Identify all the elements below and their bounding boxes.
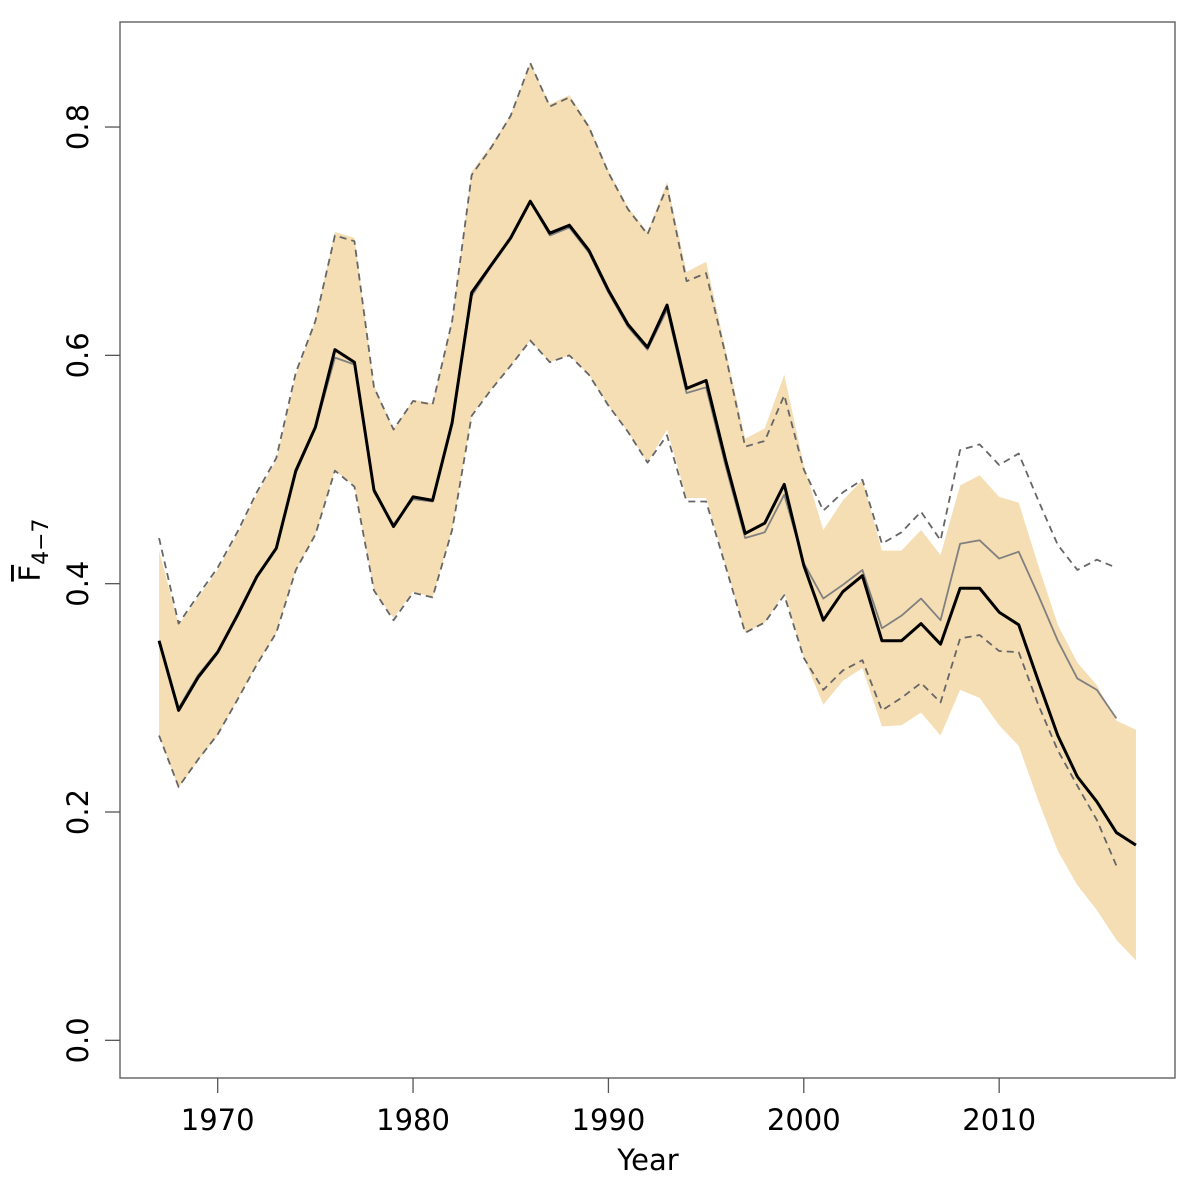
y-tick-label: 0.6 — [61, 332, 95, 378]
y-axis-label: F4−7 — [13, 518, 54, 581]
x-tick-label: 1990 — [572, 1103, 646, 1137]
y-tick-label: 0.8 — [61, 104, 95, 150]
x-axis-label: Year — [616, 1143, 678, 1177]
plot-frame — [119, 21, 1176, 1079]
x-tick-label: 1970 — [181, 1103, 255, 1137]
x-tick-label: 2010 — [962, 1103, 1036, 1137]
bound-line — [158, 62, 1117, 625]
y-tick-label: 0.2 — [61, 789, 95, 835]
x-tick-label: 1980 — [376, 1103, 450, 1137]
y-tick-label: 0.0 — [61, 1017, 95, 1063]
plot-area — [157, 62, 1137, 961]
confidence-band — [159, 63, 1136, 961]
y-axis-label-sub: 4−7 — [29, 518, 54, 564]
series-line — [157, 199, 1137, 847]
y-axis-label-main: F — [13, 565, 47, 582]
x-tick-label: 2000 — [767, 1103, 841, 1137]
y-tick-label: 0.4 — [61, 561, 95, 607]
